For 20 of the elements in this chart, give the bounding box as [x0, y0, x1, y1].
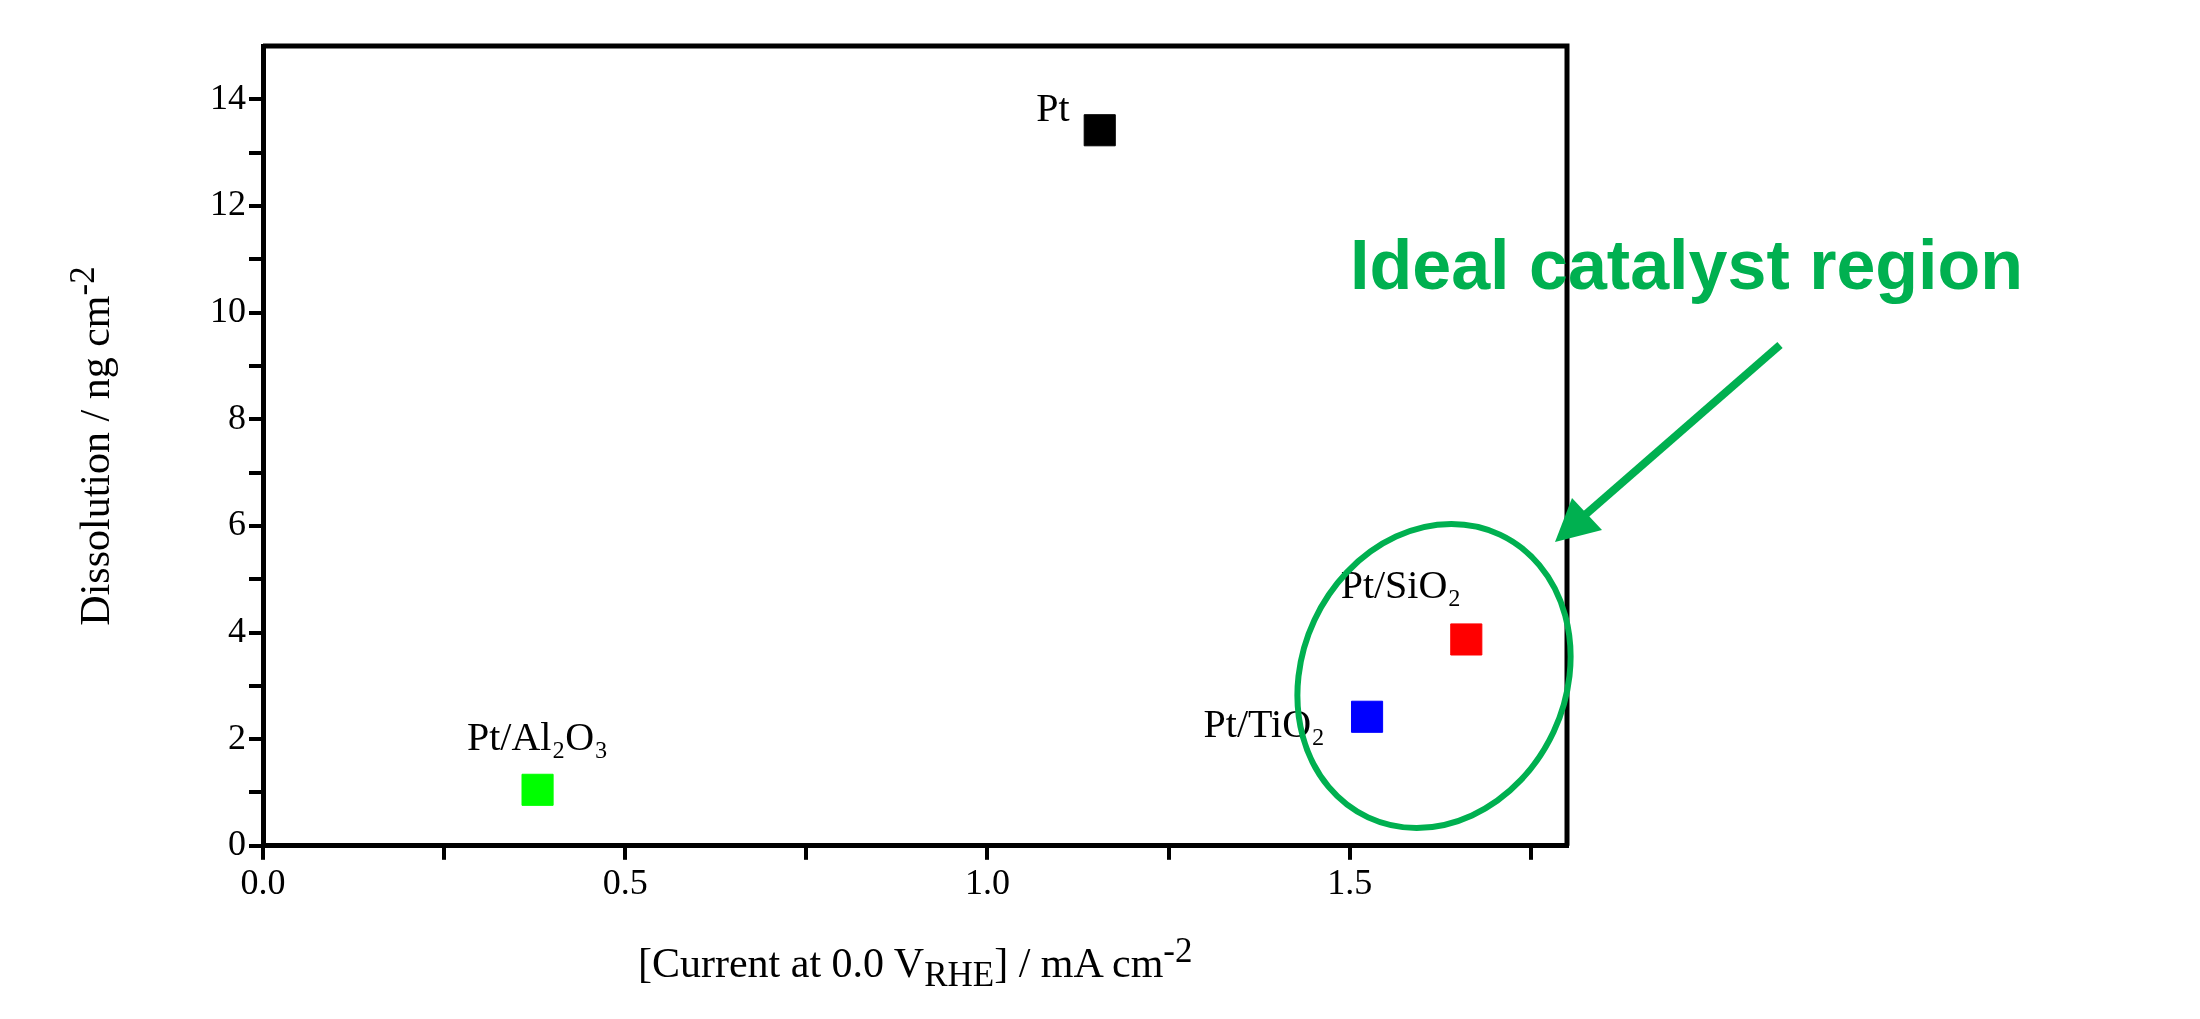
x-axis-title: [Current at 0.0 V$_{RHE}$] / mA cm$^{-2}$ [638, 930, 1193, 996]
y-tick-label: 0 [228, 823, 246, 864]
series-label: Pt [1036, 84, 1070, 130]
x-tick-label: 1.0 [964, 861, 1010, 902]
y-tick-label: 6 [228, 503, 246, 544]
y-tick-label: 12 [210, 183, 246, 224]
point [1351, 700, 1384, 733]
x-tick-label: 0.5 [602, 861, 648, 902]
point [1450, 623, 1483, 656]
y-tick-label: 2 [228, 716, 246, 757]
x-tick-label: 1.5 [1327, 861, 1373, 902]
x-tick-label: 0.0 [240, 861, 286, 902]
y-tick-label: 14 [210, 76, 246, 117]
y-tick-label: 10 [210, 290, 246, 331]
y-tick-label: 4 [228, 609, 246, 650]
y-tick-label: 8 [228, 396, 246, 437]
series-label: Pt/SiO₂ [1340, 561, 1462, 607]
point [1083, 114, 1116, 147]
point [521, 773, 554, 806]
series-label: Pt/Al₂O₃ [466, 714, 609, 760]
